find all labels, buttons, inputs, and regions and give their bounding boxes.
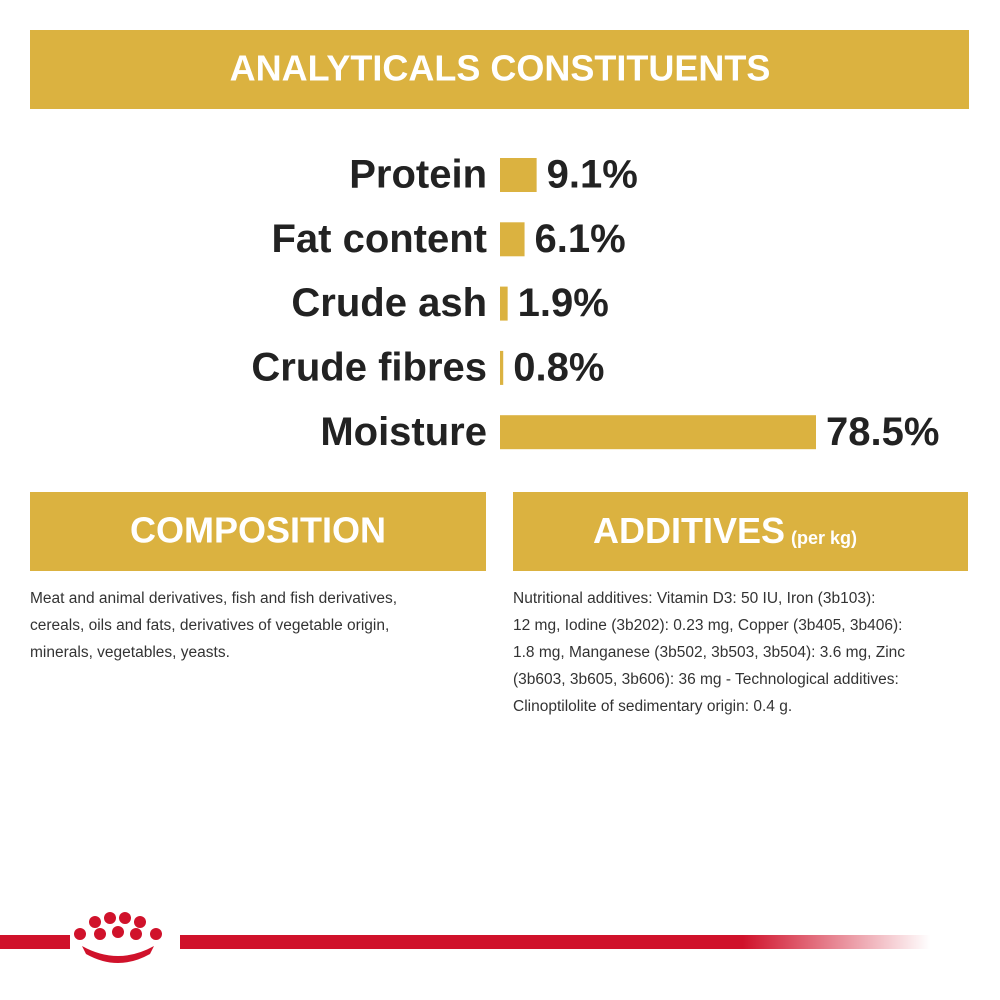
value-label: 9.1% bbox=[547, 153, 638, 197]
header-band bbox=[30, 30, 969, 109]
footer-line bbox=[0, 935, 70, 949]
bar bbox=[500, 415, 816, 450]
composition-band bbox=[30, 492, 486, 571]
body-line: minerals, vegetables, yeasts. bbox=[30, 644, 230, 661]
footer-line bbox=[180, 935, 930, 949]
body-line: 1.8 mg, Manganese (3b502, 3b503, 3b504):… bbox=[513, 644, 905, 661]
category-label: Protein bbox=[349, 153, 487, 197]
body-line: (3b603, 3b605, 3b606): 36 mg - Technolog… bbox=[513, 671, 899, 688]
body-line: Meat and animal derivatives, fish and fi… bbox=[30, 590, 397, 607]
value-label: 78.5% bbox=[826, 410, 939, 454]
category-label: Fat content bbox=[271, 217, 487, 261]
bar bbox=[500, 350, 504, 385]
footer bbox=[0, 912, 930, 963]
value-label: 1.9% bbox=[518, 281, 609, 325]
bar bbox=[500, 158, 537, 192]
category-label: Crude fibres bbox=[251, 345, 487, 389]
body-line: cereals, oils and fats, derivatives of v… bbox=[30, 617, 389, 634]
value-label: 6.1% bbox=[535, 217, 626, 261]
category-label: Crude ash bbox=[291, 281, 487, 325]
header-title: ANALYTICALS CONSTITUENTS bbox=[230, 48, 771, 89]
value-label: 0.8% bbox=[513, 345, 604, 389]
category-label: Moisture bbox=[320, 410, 487, 454]
body-line: 12 mg, Iodine (3b202): 0.23 mg, Copper (… bbox=[513, 617, 902, 634]
bar bbox=[500, 286, 508, 321]
additives-band bbox=[513, 492, 968, 571]
body-line: Nutritional additives: Vitamin D3: 50 IU… bbox=[513, 590, 875, 607]
logo bbox=[74, 912, 162, 963]
body-line: Clinoptilolite of sedimentary origin: 0.… bbox=[513, 698, 792, 715]
additives-heading: ADDITIVES (per kg) bbox=[593, 510, 857, 551]
additives-note: (per kg) bbox=[791, 528, 857, 548]
additives-title: ADDITIVES bbox=[593, 510, 785, 551]
composition-title: COMPOSITION bbox=[130, 510, 386, 551]
bar bbox=[500, 222, 525, 257]
